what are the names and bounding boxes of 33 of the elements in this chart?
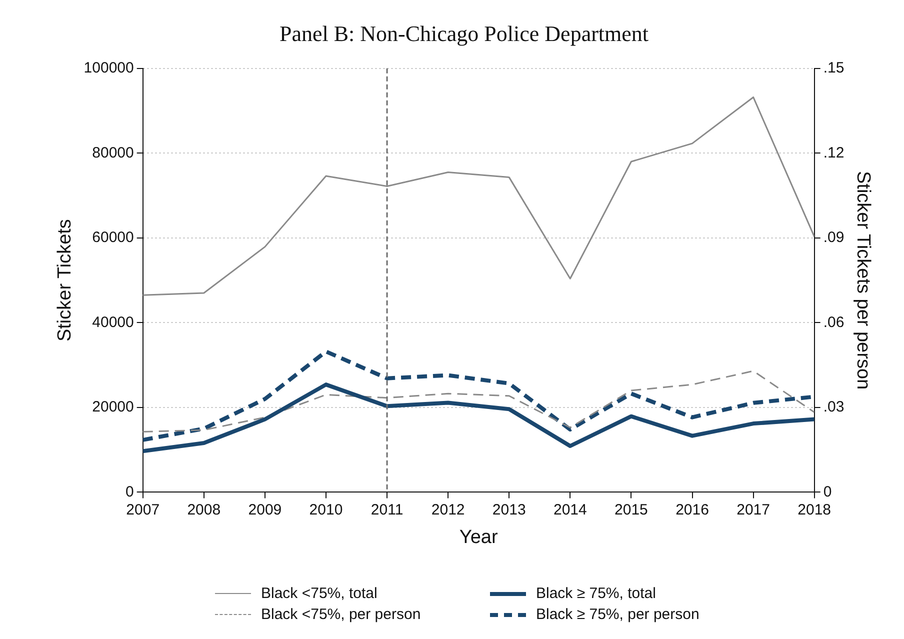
x-tick-label: 2018 <box>798 501 832 518</box>
legend-label: Black <75%, per person <box>261 606 421 623</box>
y2-tick-label: .09 <box>823 229 844 246</box>
legend-label: Black <75%, total <box>261 585 378 602</box>
legend-label: Black ≥ 75%, per person <box>536 606 700 623</box>
x-tick-label: 2010 <box>309 501 343 518</box>
x-tick-label: 2016 <box>676 501 709 518</box>
x-tick-label: 2013 <box>492 501 526 518</box>
x-tick-label: 2009 <box>248 501 282 518</box>
y2-tick-label: .12 <box>823 144 844 162</box>
chart-title: Panel B: Non-Chicago Police Department <box>279 20 649 46</box>
x-tick-label: 2007 <box>126 501 160 518</box>
y-tick-label: 0 <box>126 483 134 500</box>
y-axis-title: Sticker Tickets <box>54 219 76 342</box>
y-tick-label: 20000 <box>92 398 134 416</box>
x-tick-label: 2008 <box>187 501 221 518</box>
line-series <box>142 370 814 432</box>
x-tick-label: 2014 <box>553 501 587 518</box>
legend-label: Black ≥ 75%, total <box>536 585 656 602</box>
x-tick-label: 2017 <box>736 501 770 518</box>
y2-axis-title: Sticker Tickets per person <box>852 171 874 390</box>
x-tick-label: 2011 <box>370 501 404 518</box>
y2-tick-label: .15 <box>823 60 844 77</box>
y2-tick-label: .03 <box>823 398 844 416</box>
y2-tick-label: .06 <box>823 314 844 331</box>
y-tick-label: 40000 <box>92 314 134 331</box>
y2-tick-label: 0 <box>823 483 832 500</box>
y-tick-label: 100000 <box>84 60 134 77</box>
x-axis-title: Year <box>459 526 498 548</box>
x-tick-label: 2012 <box>431 501 465 518</box>
y-tick-label: 80000 <box>92 144 134 162</box>
x-tick-label: 2015 <box>614 501 648 518</box>
y-tick-label: 60000 <box>92 229 134 246</box>
